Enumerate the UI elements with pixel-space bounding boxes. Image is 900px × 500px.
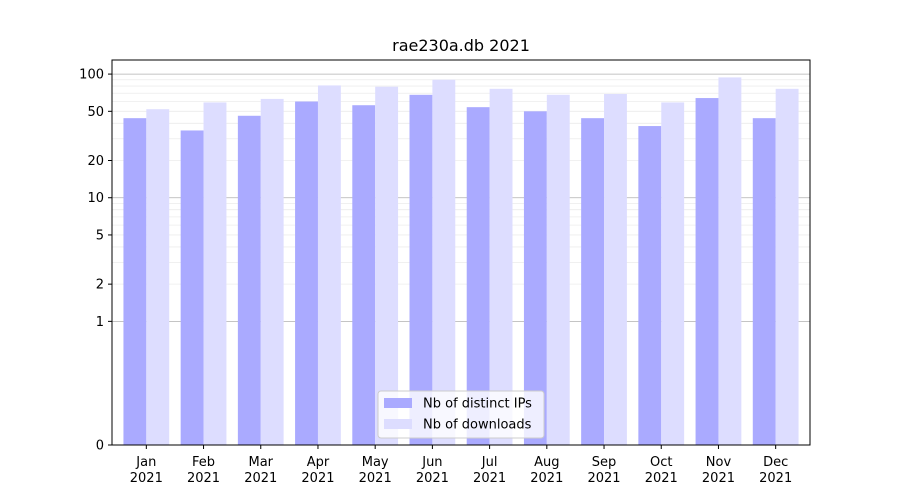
x-axis: Jan 2021 Feb 2021 Mar 2021 Apr 2021 May 2021 Jun 20… — [130, 445, 792, 486]
bar-distinct-ips — [695, 98, 719, 445]
bar-distinct-ips — [638, 126, 662, 445]
bar-distinct-ips — [752, 118, 776, 446]
x-tick-label: Nov 2021 — [702, 455, 735, 486]
bar-downloads — [718, 77, 742, 445]
x-tick-label: Jul 2021 — [473, 455, 506, 486]
bar-downloads — [146, 109, 170, 445]
y-tick-label: 2 — [96, 278, 104, 293]
legend-swatch — [384, 419, 412, 429]
bar-distinct-ips — [237, 115, 261, 446]
x-tick-label: Jan 2021 — [130, 455, 163, 486]
bar-downloads — [203, 102, 227, 445]
bar-downloads — [604, 94, 627, 445]
chart-title: rae230a.db 2021 — [392, 36, 530, 55]
legend-box — [377, 390, 545, 439]
bar-distinct-ips — [523, 111, 547, 445]
bar-downloads — [661, 102, 685, 445]
y-tick-label: 20 — [87, 154, 104, 169]
x-tick-label: Dec 2021 — [759, 455, 792, 486]
bar-distinct-ips — [409, 94, 433, 445]
x-tick-label: Sep 2021 — [587, 455, 620, 486]
bar-distinct-ips — [123, 118, 147, 446]
bar-downloads — [775, 88, 799, 445]
x-tick-label: Mar 2021 — [244, 455, 277, 486]
legend-swatch — [384, 398, 412, 408]
y-tick-label: 0 — [96, 439, 104, 454]
y-tick-label: 1 — [96, 315, 104, 330]
y-tick-label: 50 — [87, 105, 104, 120]
bar-distinct-ips — [180, 130, 204, 445]
x-tick-label: Aug 2021 — [530, 455, 563, 486]
bar-distinct-ips — [581, 118, 605, 446]
bar-downloads — [260, 98, 284, 445]
bar-distinct-ips — [352, 105, 376, 445]
bar-downloads — [489, 88, 513, 445]
x-tick-label: Apr 2021 — [301, 455, 334, 486]
bar-downloads — [375, 86, 399, 446]
legend-label: Nb of distinct IPs — [423, 397, 532, 412]
legend: Nb of distinct IPs Nb of downloads — [377, 390, 545, 439]
x-tick-label: Feb 2021 — [187, 455, 220, 486]
bar-downloads — [432, 79, 456, 446]
y-tick-label: 5 — [96, 228, 104, 243]
grid-lines — [112, 73, 810, 322]
bar-downloads — [317, 85, 341, 445]
bars — [123, 77, 799, 446]
bar-distinct-ips — [295, 101, 318, 445]
bar-downloads — [546, 94, 570, 445]
legend-label: Nb of downloads — [423, 418, 532, 433]
x-tick-label: Oct 2021 — [645, 455, 678, 486]
x-tick-label: May 2021 — [359, 455, 392, 486]
y-axis: 0 1 2 5 10 20 50 100 — [79, 68, 112, 454]
x-tick-label: Jun 2021 — [416, 455, 449, 486]
y-tick-label: 100 — [79, 68, 104, 83]
y-tick-label: 10 — [87, 191, 104, 206]
bar-distinct-ips — [466, 107, 490, 445]
plot-frame — [111, 59, 811, 446]
